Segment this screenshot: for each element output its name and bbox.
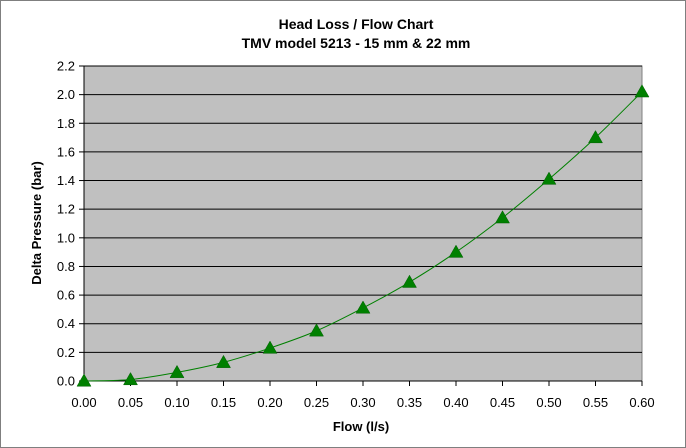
x-tick-label: 0.30 [350,395,375,410]
y-tick-label: 1.6 [57,144,75,159]
x-tick-label: 0.60 [629,395,654,410]
data-point-triangle [216,354,231,368]
x-axis-label: Flow (l/s) [333,419,389,434]
y-tick-label: 2.2 [57,59,75,74]
y-tick-labels: 0.0 0.2 0.4 0.6 0.8 1.0 1.2 1.4 1.6 1.8 2.0 2.2 [57,59,84,389]
x-tick-label: 0.10 [164,395,189,410]
x-tick-label: 0.20 [257,395,282,410]
data-point-triangle [169,364,185,378]
data-point-triangle [76,373,92,387]
x-tick-label: 0.55 [583,395,608,410]
y-tick-label: 0.8 [57,259,75,274]
y-axis-label: Delta Pressure (bar) [29,161,44,285]
y-tick-label: 1.0 [57,230,75,245]
y-tick-label: 1.4 [57,173,75,188]
y-tick-label: 0.4 [57,316,75,331]
y-tick-label: 0.0 [57,374,75,389]
data-point-triangle [355,300,371,314]
data-point-triangle [402,274,417,288]
x-tick-label: 0.15 [211,395,236,410]
plot-area [83,65,643,382]
y-tick-label: 1.8 [57,116,75,131]
x-tick-label: 0.35 [397,395,422,410]
x-tick-label: 0.05 [118,395,143,410]
data-point-triangle [309,323,324,337]
x-tick-label: 0.25 [304,395,329,410]
x-tick-label: 0.45 [490,395,515,410]
y-tick-label: 0.6 [57,288,75,303]
y-tick-label: 1.2 [57,202,75,217]
data-series [76,84,650,387]
data-point-triangle [588,130,603,144]
data-point-triangle [541,171,557,185]
y-tick-label: 2.0 [57,87,75,102]
x-tick-label: 0.40 [443,395,468,410]
data-point-triangle [634,84,650,98]
x-tick-label: 0.00 [71,395,96,410]
data-point-triangle [448,244,464,258]
chart-title: Head Loss / Flow Chart [279,16,434,32]
data-point-triangle [123,372,138,386]
chart-subtitle: TMV model 5213 - 15 mm & 22 mm [242,35,471,51]
x-tick-label: 0.50 [536,395,561,410]
y-tick-label: 0.2 [57,345,75,360]
gridlines [84,65,642,353]
x-tick-labels: 0.00 0.05 0.10 0.15 0.20 0.25 0.30 0.35 0.40 0.45… [71,381,655,410]
data-point-triangle [262,340,278,354]
data-point-triangle [495,210,510,224]
